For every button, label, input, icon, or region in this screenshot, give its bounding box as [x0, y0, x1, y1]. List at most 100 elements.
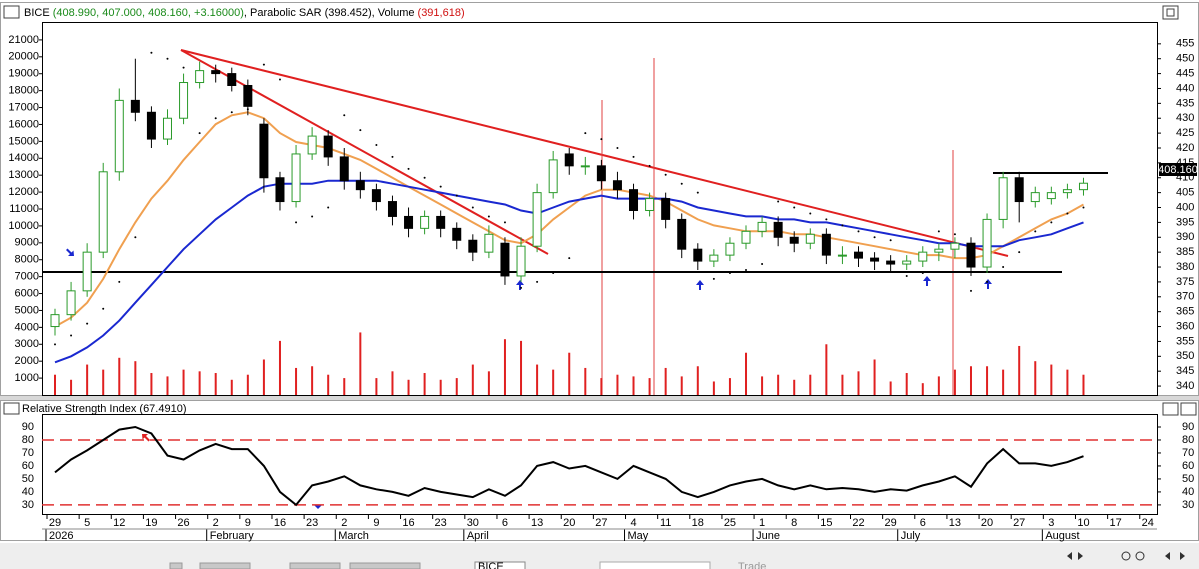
scroll-left[interactable] [1165, 552, 1170, 560]
y2-tick-label: 410 [1176, 172, 1194, 184]
rsi-tick-label: 80 [22, 434, 34, 446]
sar-dot [632, 155, 635, 158]
price-plot-frame [42, 22, 1158, 396]
x-tick-label: 1 [759, 517, 765, 529]
down-arrow [314, 505, 322, 509]
sar-dot [777, 200, 780, 203]
x-tick-label: 13 [949, 517, 961, 529]
rsi-title: Relative Strength Index (67.4910) [22, 403, 187, 415]
sar-dot [54, 343, 56, 346]
title-part: , Parabolic SAR (398.452) [244, 7, 372, 19]
y-tick-label: 14000 [8, 152, 39, 164]
rsi-line [54, 425, 1084, 507]
nav-right[interactable] [1078, 552, 1083, 560]
sar-dot [1066, 212, 1069, 215]
maximize-button[interactable] [1162, 402, 1179, 416]
x-tick-label: 2 [213, 517, 219, 529]
sar-dot [503, 221, 506, 224]
trade-button[interactable]: Trade [738, 561, 766, 569]
y-tick-label: 19000 [8, 68, 39, 80]
sar-dot [150, 51, 153, 54]
x-tick-label: 17 [1109, 517, 1121, 529]
volume-bar [696, 366, 699, 395]
volume-bar [182, 369, 185, 395]
y2-tick-label: 340 [1176, 380, 1194, 392]
y2-tick-label: 350 [1176, 350, 1194, 362]
candle-body [146, 111, 156, 140]
candle-body [1014, 177, 1024, 203]
candle-body [982, 218, 992, 268]
y2-tick-label: 355 [1176, 335, 1194, 347]
panel-icon[interactable] [3, 5, 20, 19]
candle-body [291, 153, 301, 203]
nav-left[interactable] [1067, 552, 1072, 560]
candle-body [1030, 192, 1040, 203]
month-label: February [210, 530, 255, 542]
volume-bar [198, 371, 201, 395]
x-tick-label: 26 [177, 517, 189, 529]
month-label: July [901, 530, 921, 542]
sar-dot [471, 206, 474, 209]
sar-dot [311, 215, 314, 218]
maximize-glyph [1166, 8, 1175, 17]
candle-body [773, 221, 783, 238]
candle-body [500, 242, 510, 277]
tool-button[interactable] [199, 562, 251, 569]
y-tick-label: 17000 [8, 101, 39, 113]
x-tick-label: 16 [402, 517, 414, 529]
sar-dot [600, 138, 603, 141]
month-label: June [756, 530, 780, 542]
close-button[interactable] [1180, 402, 1197, 416]
x-tick-label: 27 [595, 517, 607, 529]
candle-body [886, 260, 896, 265]
sar-dot [696, 191, 699, 194]
maximize-button[interactable] [1162, 5, 1179, 20]
volume-bar [54, 374, 56, 395]
volume-bar [873, 359, 876, 395]
title-part: (408.990, 407.000, 408.160, +3.16000) [53, 7, 244, 19]
sar-dot [182, 66, 185, 69]
candle-body [998, 177, 1008, 220]
month-label: 2026 [49, 530, 73, 542]
sar-dot [86, 322, 89, 325]
y-tick-label: 8000 [15, 254, 39, 266]
y-tick-label: 12000 [8, 186, 39, 198]
dropdown[interactable] [599, 561, 711, 569]
y-tick-label: 20000 [8, 51, 39, 63]
zoom-out[interactable] [1121, 551, 1131, 561]
symbol-input[interactable] [474, 561, 526, 569]
candle-body [693, 248, 703, 262]
volume-bar [327, 374, 330, 395]
tool-button[interactable] [289, 562, 341, 569]
sar-dot [1034, 230, 1037, 233]
x-tick-label: 27 [1013, 517, 1025, 529]
x-tick-label: 2 [341, 517, 347, 529]
volume-bar [214, 373, 217, 395]
y-tick-label: 18000 [8, 85, 39, 97]
tool-button[interactable] [349, 562, 421, 569]
volume-bar [166, 376, 169, 395]
volume-bar [745, 352, 748, 395]
month-label: April [467, 530, 489, 542]
candle-body [323, 135, 333, 158]
volume-bar [70, 379, 73, 395]
volume-bar [712, 381, 715, 395]
candle-body [918, 251, 928, 262]
scroll-right[interactable] [1180, 552, 1185, 560]
candle-body [837, 254, 847, 257]
sar-dot [262, 63, 265, 66]
zoom-in[interactable] [1135, 551, 1145, 561]
x-tick-label: 20 [981, 517, 993, 529]
rsi-plot-frame [42, 414, 1158, 515]
volume-bar [1082, 374, 1085, 395]
x-tick-label: 12 [113, 517, 125, 529]
candle-body [66, 290, 76, 316]
volume-bar [809, 374, 812, 395]
tool-button[interactable] [169, 562, 183, 569]
candle-body [259, 123, 269, 179]
y2-tick-label: 345 [1176, 365, 1194, 377]
x-tick-label: 22 [852, 517, 864, 529]
candle-body [114, 99, 124, 173]
panel-icon[interactable] [3, 402, 20, 415]
